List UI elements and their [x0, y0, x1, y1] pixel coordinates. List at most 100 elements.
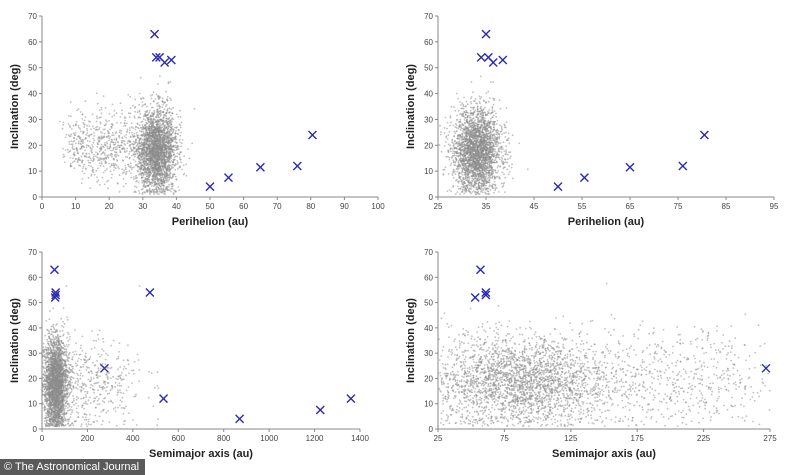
background-point: [156, 129, 159, 132]
background-point: [457, 97, 460, 100]
background-point: [151, 106, 154, 109]
background-point: [162, 162, 165, 165]
background-point: [152, 125, 155, 128]
background-point: [126, 142, 129, 145]
background-point: [172, 106, 175, 109]
background-point: [70, 128, 73, 130]
background-point: [77, 108, 80, 110]
background-point: [85, 168, 87, 171]
background-point: [473, 183, 476, 186]
background-point: [165, 188, 168, 191]
background-point: [178, 189, 181, 192]
background-point: [92, 146, 94, 148]
background-point: [499, 124, 501, 127]
background-point: [118, 190, 121, 193]
x-tick-label: 45: [530, 202, 539, 211]
background-point: [155, 140, 157, 143]
highlight-marker: [255, 162, 265, 172]
background-point: [158, 139, 161, 142]
background-point: [152, 121, 154, 124]
background-point: [90, 174, 93, 177]
background-point: [491, 166, 493, 169]
background-point: [154, 151, 157, 154]
background-point: [122, 185, 125, 188]
background-point: [160, 179, 163, 181]
background-point: [170, 133, 173, 136]
background-point: [88, 145, 90, 148]
background-point: [494, 189, 497, 192]
background-point: [148, 168, 151, 170]
background-point: [146, 139, 149, 142]
background-point: [153, 193, 155, 196]
background-point: [172, 128, 175, 131]
background-point: [472, 108, 475, 111]
background-point: [456, 118, 459, 121]
background-point: [174, 140, 177, 143]
background-point: [88, 153, 91, 155]
background-point: [73, 133, 76, 136]
background-point: [180, 131, 183, 134]
background-point: [461, 171, 464, 174]
background-point: [453, 154, 456, 157]
background-point: [129, 144, 132, 146]
background-point: [70, 165, 73, 168]
background-point: [143, 141, 146, 144]
background-point: [137, 127, 140, 130]
background-point: [163, 149, 166, 152]
background-point: [452, 176, 455, 179]
background-point: [70, 115, 72, 118]
background-point: [455, 126, 458, 129]
background-point: [158, 166, 161, 169]
background-point: [471, 191, 474, 193]
background-point: [464, 125, 467, 128]
background-point: [135, 186, 138, 189]
background-point: [164, 166, 167, 169]
background-point: [176, 160, 179, 162]
background-point: [80, 182, 83, 185]
background-point: [170, 119, 173, 121]
background-point: [123, 135, 126, 138]
background-point: [158, 126, 161, 128]
background-point: [497, 142, 500, 145]
background-point: [141, 161, 144, 164]
background-point: [132, 176, 135, 178]
x-axis-label: Perihelion (au): [172, 216, 249, 228]
background-point: [156, 108, 159, 111]
background-point: [93, 131, 95, 134]
background-point: [492, 126, 495, 129]
background-point: [484, 184, 486, 187]
background-point: [153, 100, 156, 102]
background-point: [480, 184, 483, 187]
background-point: [150, 130, 153, 132]
background-point: [447, 149, 449, 152]
background-point: [148, 192, 151, 194]
background-point: [499, 158, 501, 161]
background-point: [138, 92, 141, 95]
background-point: [138, 124, 141, 126]
background-point: [137, 174, 140, 176]
background-point: [115, 139, 118, 141]
highlight-marker: [292, 161, 302, 171]
background-point: [509, 171, 511, 173]
background-point: [500, 151, 503, 154]
background-point: [146, 177, 149, 180]
background-point: [133, 115, 136, 118]
background-point: [159, 115, 162, 117]
background-point: [83, 119, 86, 122]
y-tick-label: 60: [424, 38, 433, 47]
background-point: [156, 148, 159, 150]
background-point: [146, 109, 149, 112]
background-point: [112, 141, 115, 144]
highlight-marker: [166, 55, 176, 65]
background-point: [160, 131, 163, 133]
background-point: [130, 165, 132, 168]
background-point: [137, 116, 140, 119]
background-point: [168, 189, 171, 192]
background-point: [158, 104, 160, 107]
background-point: [109, 143, 112, 146]
background-point: [129, 162, 132, 165]
background-point: [119, 144, 122, 147]
background-point: [150, 165, 152, 168]
background-point: [129, 147, 132, 149]
x-tick-label: 95: [770, 202, 779, 211]
